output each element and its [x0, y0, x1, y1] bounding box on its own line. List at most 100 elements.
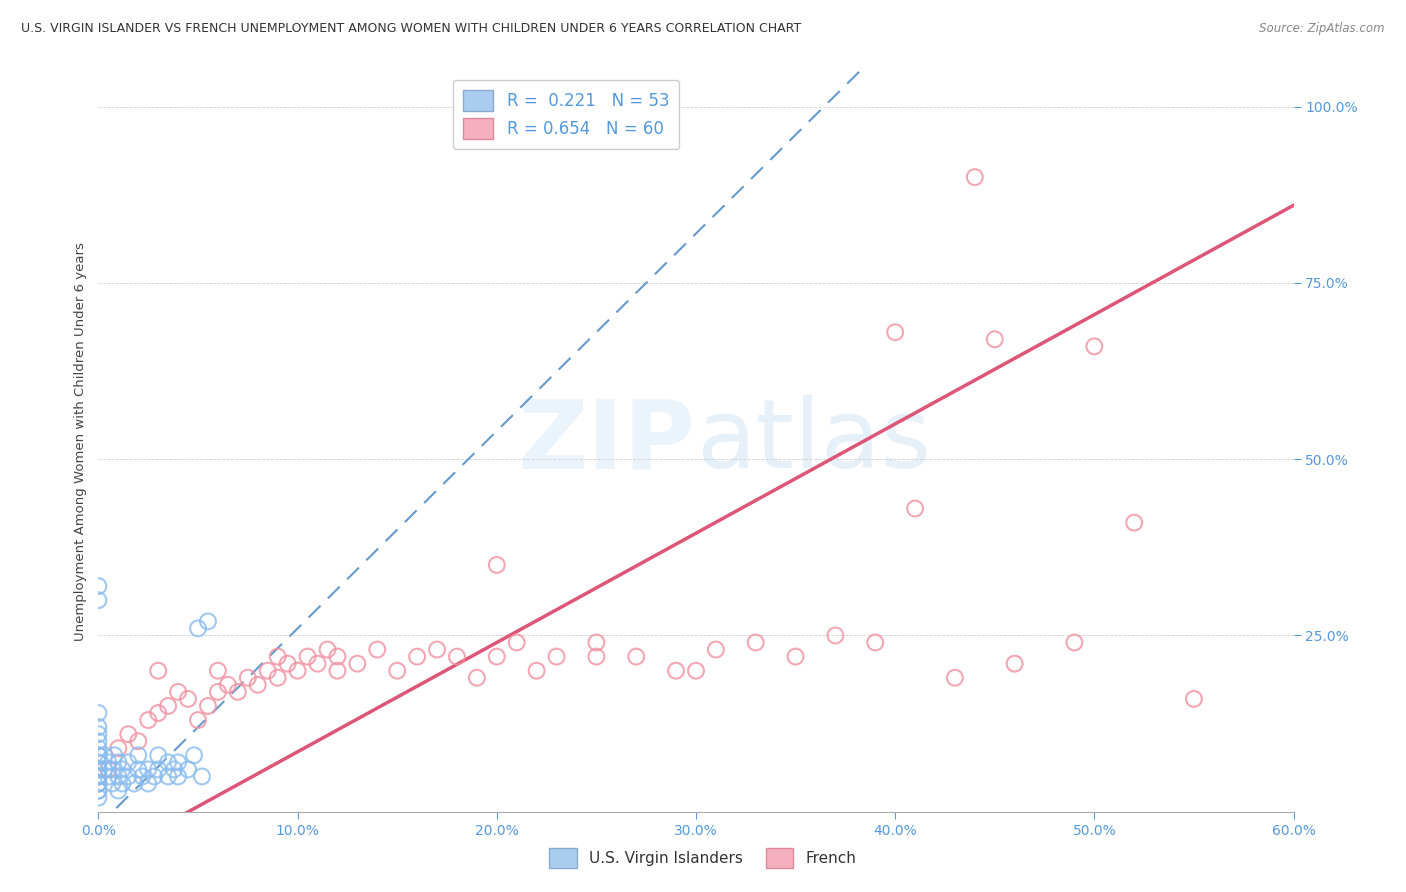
Point: [326, 649, 349, 664]
Point: [167, 756, 190, 770]
Point: [665, 664, 688, 678]
Point: [136, 713, 159, 727]
Point: [97, 756, 120, 770]
Point: [87, 776, 110, 790]
Point: [163, 763, 186, 777]
Point: [117, 727, 139, 741]
Point: [167, 685, 190, 699]
Point: [585, 635, 607, 649]
Point: [101, 763, 124, 777]
Point: [446, 649, 468, 664]
Point: [287, 664, 309, 678]
Point: [107, 756, 129, 770]
Point: [943, 671, 966, 685]
Point: [107, 769, 129, 783]
Point: [87, 720, 110, 734]
Point: [107, 783, 129, 797]
Point: [87, 763, 110, 777]
Y-axis label: Unemployment Among Women with Children Under 6 years: Unemployment Among Women with Children U…: [75, 242, 87, 641]
Point: [465, 671, 488, 685]
Point: [366, 642, 388, 657]
Point: [111, 776, 134, 790]
Point: [87, 783, 110, 797]
Point: [316, 642, 339, 657]
Point: [107, 741, 129, 756]
Point: [117, 756, 139, 770]
Point: [87, 776, 110, 790]
Point: [87, 734, 110, 748]
Point: [87, 769, 110, 783]
Point: [177, 763, 200, 777]
Point: [1063, 635, 1085, 649]
Point: [157, 769, 180, 783]
Point: [704, 642, 727, 657]
Point: [93, 748, 115, 763]
Point: [117, 769, 139, 783]
Point: [197, 615, 219, 629]
Point: [865, 635, 887, 649]
Point: [884, 325, 907, 339]
Point: [87, 769, 110, 783]
Point: [97, 769, 120, 783]
Point: [148, 706, 170, 720]
Point: [217, 678, 239, 692]
Point: [136, 776, 159, 790]
Point: [148, 763, 170, 777]
Point: [87, 727, 110, 741]
Point: [87, 579, 110, 593]
Point: [984, 332, 1007, 346]
Point: [148, 664, 170, 678]
Point: [101, 776, 124, 790]
Point: [127, 748, 149, 763]
Point: [136, 763, 159, 777]
Point: [191, 769, 214, 783]
Point: [87, 741, 110, 756]
Point: [824, 628, 846, 642]
Text: Source: ZipAtlas.com: Source: ZipAtlas.com: [1260, 22, 1385, 36]
Point: [103, 748, 125, 763]
Point: [124, 776, 146, 790]
Point: [1123, 516, 1146, 530]
Point: [157, 698, 180, 713]
Point: [87, 706, 110, 720]
Text: U.S. VIRGIN ISLANDER VS FRENCH UNEMPLOYMENT AMONG WOMEN WITH CHILDREN UNDER 6 YE: U.S. VIRGIN ISLANDER VS FRENCH UNEMPLOYM…: [21, 22, 801, 36]
Point: [197, 698, 219, 713]
Point: [93, 763, 115, 777]
Text: ZIP: ZIP: [517, 395, 696, 488]
Point: [963, 170, 986, 185]
Point: [585, 649, 607, 664]
Point: [685, 664, 707, 678]
Text: atlas: atlas: [696, 395, 931, 488]
Point: [167, 769, 190, 783]
Point: [131, 769, 153, 783]
Point: [626, 649, 648, 664]
Point: [226, 685, 249, 699]
Point: [385, 664, 409, 678]
Point: [485, 649, 508, 664]
Point: [526, 664, 548, 678]
Point: [187, 621, 209, 635]
Point: [87, 756, 110, 770]
Point: [187, 713, 209, 727]
Point: [87, 748, 110, 763]
Point: [97, 763, 120, 777]
Point: [406, 649, 429, 664]
Point: [87, 763, 110, 777]
Point: [148, 748, 170, 763]
Point: [87, 783, 110, 797]
Point: [346, 657, 368, 671]
Point: [1182, 692, 1205, 706]
Point: [127, 734, 149, 748]
Point: [111, 763, 134, 777]
Point: [87, 790, 110, 805]
Point: [127, 763, 149, 777]
Point: [87, 593, 110, 607]
Point: [485, 558, 508, 572]
Point: [1004, 657, 1026, 671]
Point: [904, 501, 927, 516]
Point: [426, 642, 449, 657]
Point: [183, 748, 205, 763]
Point: [157, 756, 180, 770]
Point: [177, 692, 200, 706]
Legend: R =  0.221   N = 53, R = 0.654   N = 60: R = 0.221 N = 53, R = 0.654 N = 60: [453, 79, 679, 149]
